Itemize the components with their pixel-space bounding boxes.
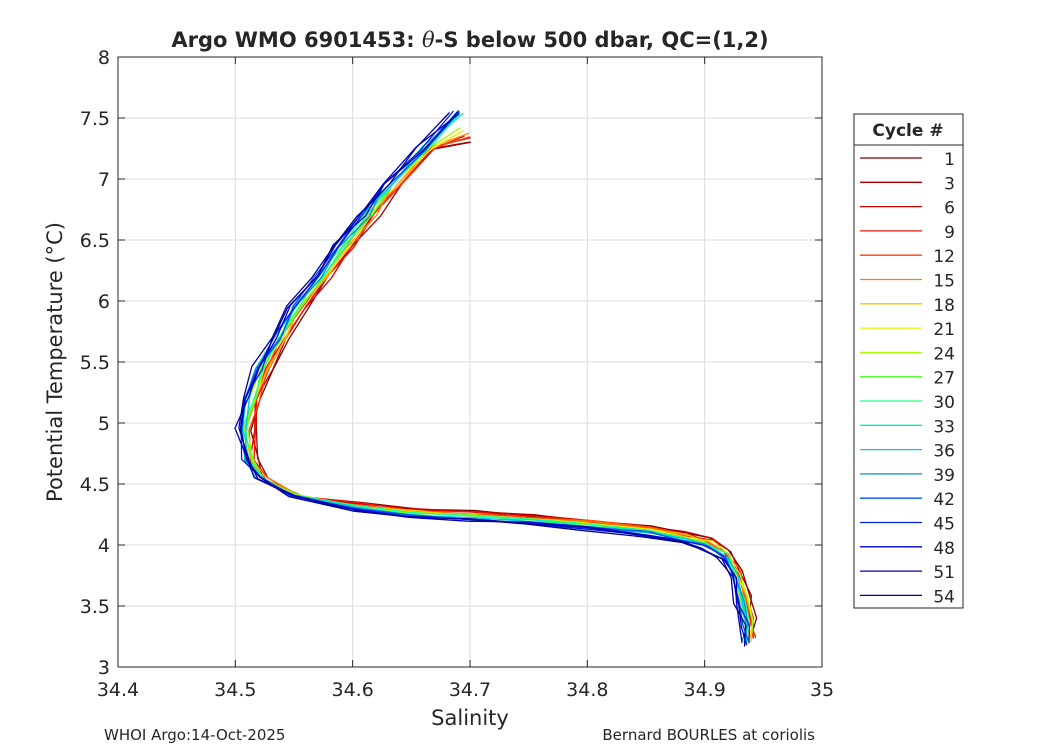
legend-label: 36	[933, 442, 955, 462]
series-line	[245, 111, 748, 643]
footer-right: Bernard BOURLES at coriolis	[602, 726, 815, 744]
x-tick-label: 34.5	[214, 679, 256, 701]
legend-label: 48	[933, 539, 955, 559]
series-line	[239, 110, 750, 643]
y-tick-label: 7	[98, 169, 110, 191]
legend-label: 42	[933, 490, 955, 510]
legend-box	[853, 113, 964, 609]
y-tick-label: 4	[98, 535, 110, 557]
series-line	[243, 112, 748, 641]
y-tick-label: 5	[98, 413, 110, 435]
series-line	[241, 112, 751, 643]
series-line	[255, 141, 757, 637]
x-tick-label: 34.6	[332, 679, 374, 701]
series-line	[243, 129, 754, 639]
series-line	[250, 141, 758, 638]
legend-label: 45	[933, 515, 955, 535]
series-line	[244, 132, 753, 641]
data-layer	[234, 109, 758, 647]
legend-label: 18	[933, 296, 955, 316]
series-line	[240, 110, 751, 644]
series-line	[253, 135, 754, 639]
legend-label: 3	[944, 174, 955, 194]
legend-label: 54	[933, 587, 955, 607]
y-tick-label: 8	[98, 47, 110, 69]
legend-label: 15	[933, 272, 955, 292]
x-tick-label: 34.9	[684, 679, 726, 701]
legend-label: 12	[933, 247, 955, 267]
footer-left: WHOI Argo:14-Oct-2025	[104, 726, 285, 744]
series-line	[249, 137, 754, 638]
ticks: 34.4 34.5 34.6 34.7 34.8 34.9 35 3 3.5 4 4.5 5 5.5 6 6…	[80, 47, 834, 701]
legend-label: 27	[933, 369, 955, 389]
series-line	[246, 127, 754, 643]
y-tick-label: 6.5	[80, 230, 110, 252]
legend-label: 24	[933, 344, 955, 364]
x-tick-label: 35	[810, 679, 834, 701]
y-tick-label: 5.5	[80, 352, 110, 374]
y-tick-label: 6	[98, 291, 110, 313]
legend-label: 9	[944, 223, 955, 243]
series-line	[234, 113, 743, 643]
legend-label: 1	[944, 150, 955, 170]
legend-label: 51	[933, 563, 955, 583]
y-tick-label: 7.5	[80, 108, 110, 130]
y-tick-label: 3.5	[80, 596, 110, 618]
y-tick-label: 3	[98, 657, 110, 679]
series-line	[243, 131, 750, 639]
series-line	[242, 112, 748, 643]
x-tick-label: 34.4	[97, 679, 139, 701]
y-tick-label: 4.5	[80, 474, 110, 496]
series-line	[248, 136, 757, 639]
legend-label: 30	[933, 393, 955, 413]
chart-title: Argo WMO 6901453: θ-S below 500 dbar, QC…	[171, 28, 768, 52]
legend: Cycle # 13691215182124273033363942454851…	[853, 113, 964, 609]
legend-title: Cycle #	[872, 121, 943, 141]
x-tick-label: 34.8	[566, 679, 608, 701]
grid	[117, 56, 823, 668]
x-tick-label: 34.7	[449, 679, 491, 701]
legend-label: 33	[933, 417, 955, 437]
series-line	[239, 111, 748, 646]
series-line	[241, 109, 749, 642]
legend-label: 21	[933, 320, 955, 340]
legend-label: 6	[944, 199, 955, 219]
legend-label: 39	[933, 466, 955, 486]
y-axis-label: Potential Temperature (°C)	[43, 222, 67, 502]
x-axis-label: Salinity	[431, 706, 509, 730]
series-line	[238, 112, 747, 647]
